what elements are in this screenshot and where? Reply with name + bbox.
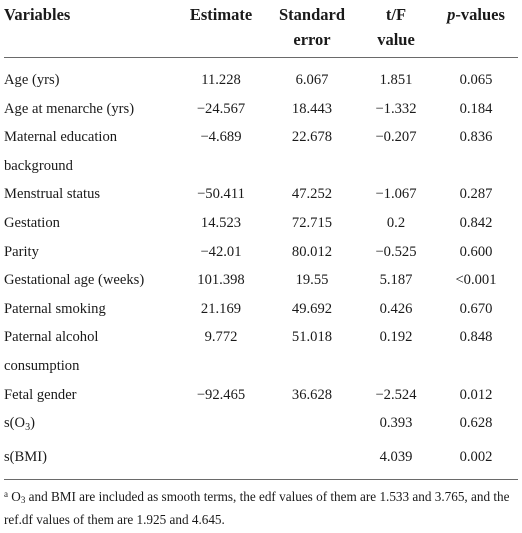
estimate-cell: 14.523 <box>200 214 242 231</box>
table-row: Paternal alcohol consumption 9.772 51.018… <box>4 323 518 380</box>
table-row: s(BMI) 4.039 0.002 <box>4 443 518 480</box>
variable-cell: Parity <box>4 243 39 260</box>
tf-value-cell: 1.851 <box>379 72 413 88</box>
header-standard-error: Standard error <box>278 5 346 49</box>
standard-error-cell: 19.55 <box>295 272 329 289</box>
tf-value-cell: −0.525 <box>375 243 417 260</box>
tf-value-cell: 0.393 <box>379 415 413 432</box>
variable-cell: Gestational age (weeks) <box>4 272 145 289</box>
standard-error-cell <box>266 409 358 443</box>
table-footnote: a O3 and BMI are included as smooth term… <box>4 489 510 527</box>
p-value-cell: 0.012 <box>459 386 493 403</box>
header-tf-value: t/F value <box>377 5 415 49</box>
header-variables: Variables <box>4 5 71 24</box>
variable-cell: s(BMI) <box>4 448 47 465</box>
p-value-cell: 0.842 <box>459 214 493 231</box>
tf-value-cell: −1.067 <box>375 186 417 203</box>
estimate-cell <box>176 409 266 443</box>
variable-cell: Age (yrs) <box>4 72 60 88</box>
estimate-cell: 21.169 <box>200 300 242 317</box>
regression-table: Variables Estimate Standard error t/F valu… <box>4 0 518 480</box>
table-row: Menstrual status −50.411 47.252 −1.067 0… <box>4 180 518 209</box>
tf-value-cell: −0.207 <box>375 129 417 146</box>
p-value-cell: 0.628 <box>459 415 493 432</box>
p-value-cell: 0.184 <box>459 100 493 117</box>
p-value-cell: 0.670 <box>459 300 493 317</box>
estimate-cell: 101.398 <box>197 272 245 289</box>
tf-value-cell: −2.524 <box>375 386 417 403</box>
table-row: Fetal gender −92.465 36.628 −2.524 0.012 <box>4 381 518 410</box>
table-row: Age at menarche (yrs) −24.567 18.443 −1.… <box>4 95 518 124</box>
table-row: Maternal education background −4.689 22.6… <box>4 123 518 180</box>
footnote-marker: a <box>4 489 8 499</box>
p-value-cell: 0.065 <box>459 72 493 88</box>
standard-error-cell: 80.012 <box>291 243 333 260</box>
variable-cell: Paternal smoking <box>4 300 106 317</box>
p-value-cell: 0.848 <box>459 329 493 346</box>
tf-value-cell: 5.187 <box>379 272 413 289</box>
standard-error-cell: 72.715 <box>291 214 333 231</box>
variable-cell: Maternal education background <box>4 129 118 174</box>
tf-value-cell: 4.039 <box>379 448 413 465</box>
table-row: Parity −42.01 80.012 −0.525 0.600 <box>4 238 518 267</box>
table-body: Age (yrs) 11.228 6.067 1.851 0.065 Age a… <box>4 58 518 480</box>
header-estimate: Estimate <box>189 5 253 24</box>
estimate-cell <box>176 443 266 480</box>
standard-error-cell: 22.678 <box>291 129 333 146</box>
variable-cell: Fetal gender <box>4 386 77 403</box>
estimate-cell: 9.772 <box>204 329 238 346</box>
estimate-cell: −50.411 <box>197 186 245 203</box>
table-header: Variables Estimate Standard error t/F valu… <box>4 0 518 58</box>
header-p-values: p-values <box>447 5 505 24</box>
standard-error-cell <box>266 443 358 480</box>
variable-cell: Menstrual status <box>4 186 101 203</box>
p-value-cell: 0.836 <box>459 129 493 146</box>
table-row: Age (yrs) 11.228 6.067 1.851 0.065 <box>4 58 518 95</box>
p-value-cell: 0.287 <box>459 186 493 203</box>
variable-cell: Gestation <box>4 214 60 231</box>
estimate-cell: −24.567 <box>196 100 246 117</box>
standard-error-cell: 51.018 <box>291 329 333 346</box>
standard-error-cell: 36.628 <box>291 386 333 403</box>
estimate-cell: −4.689 <box>200 129 242 146</box>
p-value-cell: <0.001 <box>455 272 497 289</box>
estimate-cell: −92.465 <box>196 386 246 403</box>
tf-value-cell: −1.332 <box>375 100 417 117</box>
standard-error-cell: 6.067 <box>295 72 329 88</box>
table-row: s(O3) 0.393 0.628 <box>4 409 518 443</box>
tf-value-cell: 0.426 <box>379 300 413 317</box>
table-row: Gestational age (weeks) 101.398 19.55 5.… <box>4 266 518 295</box>
estimate-cell: 11.228 <box>201 72 241 88</box>
p-value-cell: 0.600 <box>459 243 493 260</box>
table-row: Paternal smoking 21.169 49.692 0.426 0.6… <box>4 295 518 324</box>
p-value-cell: 0.002 <box>459 448 493 465</box>
tf-value-cell: 0.192 <box>379 329 413 346</box>
estimate-cell: −42.01 <box>200 243 242 260</box>
tf-value-cell: 0.2 <box>386 214 406 231</box>
standard-error-cell: 49.692 <box>291 300 333 317</box>
variable-cell: Paternal alcohol consumption <box>4 329 99 374</box>
variable-cell: s(O3) <box>4 415 35 434</box>
table-row: Gestation 14.523 72.715 0.2 0.842 <box>4 209 518 238</box>
variable-cell: Age at menarche (yrs) <box>4 100 135 117</box>
standard-error-cell: 18.443 <box>291 100 333 117</box>
standard-error-cell: 47.252 <box>291 186 333 203</box>
